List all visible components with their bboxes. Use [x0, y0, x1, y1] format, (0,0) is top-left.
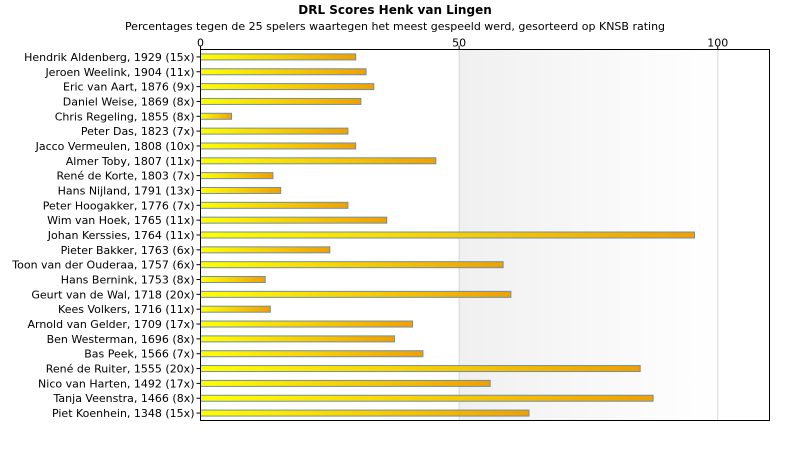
category-label: René de Ruiter, 1555 (20x) [46, 363, 195, 376]
category-label: Wim van Hoek, 1765 (11x) [47, 214, 194, 227]
category-label: Daniel Weise, 1869 (8x) [63, 95, 195, 108]
category-label: Hendrik Aldenberg, 1929 (15x) [24, 51, 194, 64]
bar [200, 142, 357, 150]
bar [200, 276, 266, 284]
bar [200, 409, 530, 417]
bar [200, 83, 375, 91]
category-label: Jeroen Weelink, 1904 (11x) [44, 66, 194, 79]
category-label: Ben Westerman, 1696 (8x) [47, 333, 195, 346]
x-axis-ticks: 0 50 100 [197, 37, 728, 50]
bar [200, 201, 349, 209]
category-label: Nico van Harten, 1492 (17x) [38, 377, 194, 390]
category-label: Bas Peek, 1566 (7x) [84, 348, 194, 361]
category-label: Hans Bernink, 1753 (8x) [61, 274, 195, 287]
category-labels: Hendrik Aldenberg, 1929 (15x) Jeroen Weel… [11, 51, 201, 420]
bar [200, 290, 512, 298]
bar [200, 216, 388, 224]
category-label: Piet Koenhein, 1348 (15x) [52, 407, 195, 420]
category-label: Almer Toby, 1807 (11x) [66, 155, 195, 168]
bar [200, 350, 424, 358]
bar [200, 394, 654, 402]
category-label: Toon van der Ouderaa, 1757 (6x) [11, 259, 194, 272]
category-label: Peter Das, 1823 (7x) [81, 125, 195, 138]
x-tick-label: 100 [707, 37, 728, 50]
category-label: Hans Nijland, 1791 (13x) [58, 184, 195, 197]
plot-frame [200, 49, 770, 421]
bar [200, 305, 271, 313]
category-label: Chris Regeling, 1855 (8x) [55, 110, 195, 123]
category-label: Tanja Veenstra, 1466 (8x) [53, 392, 195, 405]
category-label: Pieter Bakker, 1763 (6x) [61, 244, 195, 257]
bar [200, 157, 437, 165]
bar [200, 97, 362, 105]
chart-subtitle: Percentages tegen de 25 spelers waartege… [124, 20, 666, 33]
bar [200, 112, 233, 120]
bar [200, 379, 491, 387]
category-label: Jacco Vermeulen, 1808 (10x) [35, 140, 195, 153]
bar [200, 186, 282, 194]
plot-band [717, 49, 770, 421]
bar [200, 127, 349, 135]
category-label: Johan Kerssies, 1764 (11x) [47, 229, 195, 242]
category-label: Kees Volkers, 1716 (11x) [58, 303, 194, 316]
bar [200, 172, 274, 180]
bar [200, 68, 367, 76]
x-tick-label: 0 [197, 37, 204, 50]
x-tick-label: 50 [452, 37, 466, 50]
bar [200, 246, 331, 254]
bar [200, 335, 395, 343]
bar [200, 365, 641, 373]
chart-title: DRL Scores Henk van Lingen [298, 3, 492, 17]
bar [200, 261, 504, 269]
category-label: Arnold van Gelder, 1709 (17x) [27, 318, 194, 331]
bar [200, 231, 695, 239]
category-label: René de Korte, 1803 (7x) [57, 170, 195, 183]
bars [200, 53, 695, 417]
category-label: Peter Hoogakker, 1776 (7x) [43, 199, 195, 212]
category-label: Eric van Aart, 1876 (9x) [63, 81, 194, 94]
bar [200, 53, 357, 61]
bar [200, 320, 414, 328]
category-label: Geurt van de Wal, 1718 (20x) [31, 288, 194, 301]
